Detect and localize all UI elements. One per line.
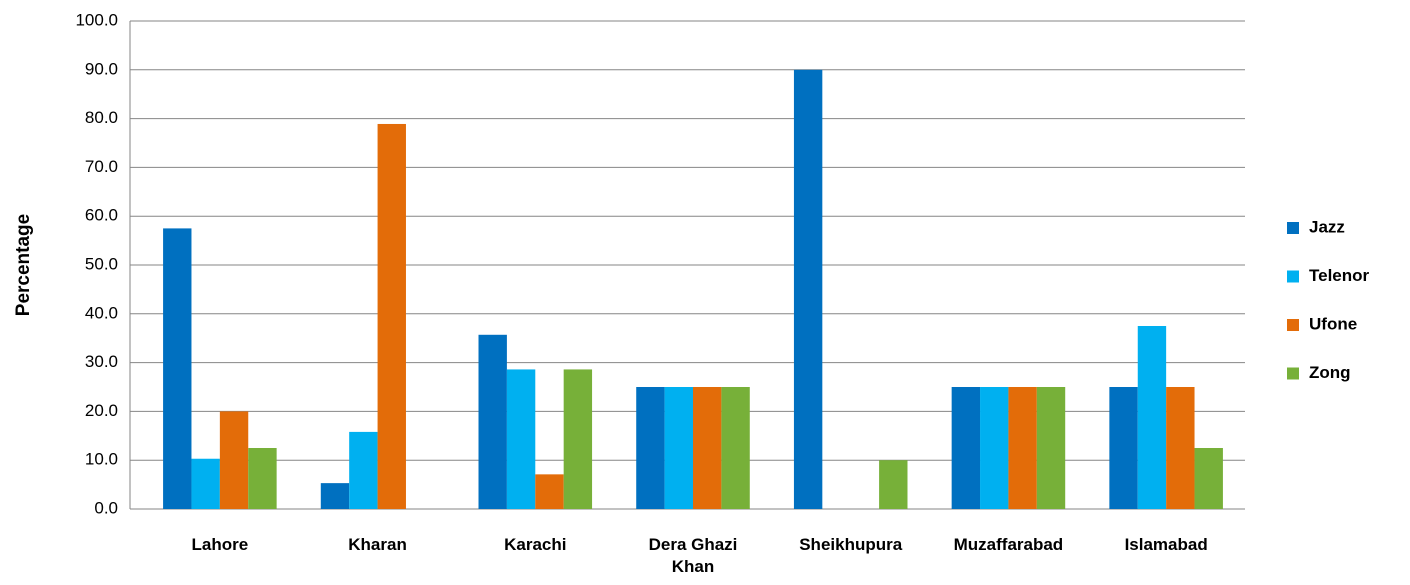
bar	[563, 369, 593, 509]
legend-label: Telenor	[1309, 266, 1370, 285]
bar	[219, 411, 249, 509]
bar	[248, 448, 277, 509]
bar	[1109, 387, 1138, 509]
y-tick-label: 50.0	[85, 254, 118, 273]
y-tick-label: 20.0	[85, 401, 118, 420]
y-tick-label: 80.0	[85, 108, 118, 127]
y-tick-label: 0.0	[94, 498, 118, 517]
bar	[191, 458, 220, 509]
x-tick-label: Muzaffarabad	[953, 535, 1064, 554]
bar	[636, 387, 665, 509]
bar	[349, 431, 378, 509]
bar	[1036, 387, 1066, 509]
bar	[693, 387, 722, 509]
x-tick-label: Islamabad	[1124, 535, 1208, 554]
legend-label: Jazz	[1309, 217, 1345, 236]
x-tick-label: Sheikhupura	[799, 535, 903, 554]
y-tick-label: 10.0	[85, 450, 118, 469]
x-tick-label: Karachi	[504, 535, 567, 554]
bar	[320, 483, 350, 509]
y-axis-title: Percentage	[13, 214, 34, 316]
bar	[879, 460, 908, 509]
bar	[1166, 387, 1195, 509]
bar	[506, 369, 536, 509]
y-tick-label: 30.0	[85, 352, 118, 371]
y-tick-label: 60.0	[85, 206, 118, 225]
legend-swatch	[1287, 270, 1299, 283]
x-tick-label: Dera Ghazi Khan	[648, 535, 738, 576]
legend-swatch	[1287, 367, 1299, 380]
legend-swatch	[1287, 319, 1299, 331]
bar	[1137, 326, 1167, 509]
legend-label: Ufone	[1309, 314, 1357, 333]
bar	[793, 69, 823, 510]
legend-label: Zong	[1309, 363, 1351, 382]
y-tick-label: 40.0	[85, 303, 118, 322]
y-tick-label: 100.0	[75, 10, 118, 29]
bar	[478, 334, 507, 509]
x-tick-label: Lahore	[191, 535, 249, 554]
bar	[1194, 448, 1223, 509]
y-tick-label: 70.0	[85, 157, 118, 176]
bar	[980, 387, 1009, 509]
y-tick-label: 90.0	[85, 59, 118, 78]
bar	[951, 387, 981, 509]
bar	[664, 387, 693, 509]
bar	[163, 228, 192, 509]
bar	[1008, 387, 1037, 509]
bar	[721, 387, 750, 509]
legend-swatch	[1287, 222, 1299, 234]
bar	[535, 474, 564, 509]
bar	[377, 123, 406, 509]
x-tick-label: Kharan	[348, 535, 407, 554]
